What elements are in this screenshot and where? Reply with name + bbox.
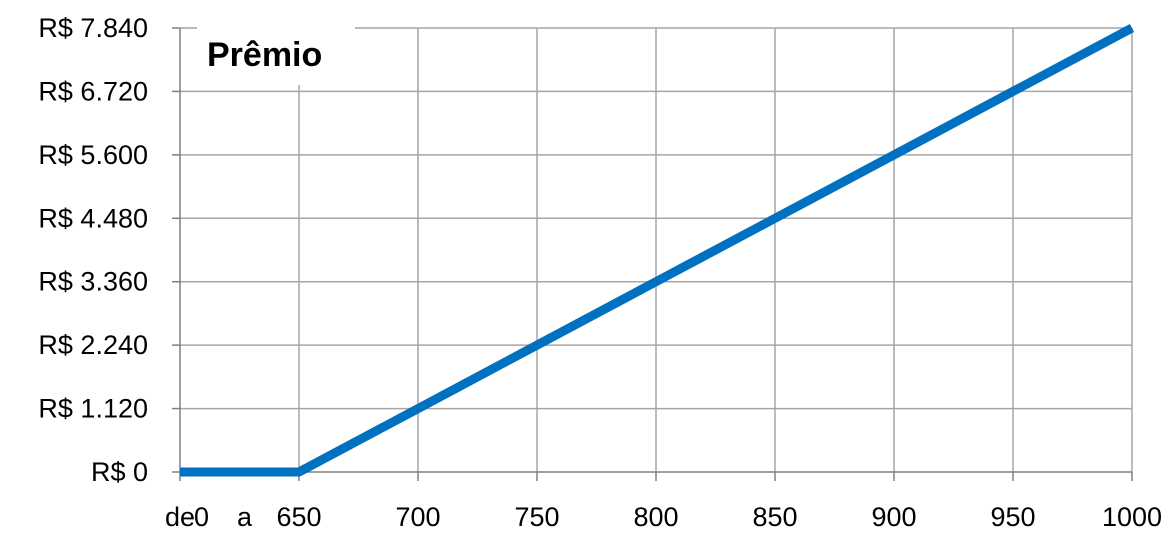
x-tick-label: 900 — [871, 502, 916, 532]
x-tick-label: a — [237, 502, 253, 532]
y-tick-label: R$ 5.600 — [38, 140, 148, 170]
x-tick-label: 950 — [990, 502, 1035, 532]
x-tick-labels: de0 a 650 700 750 800 850 900 950 1000 — [165, 502, 1162, 532]
y-tick-label: R$ 4.480 — [38, 203, 148, 233]
x-tick-label: 0 — [194, 502, 209, 532]
x-tick-label: de — [165, 502, 195, 532]
series-line — [180, 24, 1135, 477]
y-tick-label: R$ 3.360 — [38, 267, 148, 297]
x-tick-label: 800 — [633, 502, 678, 532]
y-tick-label: R$ 7.840 — [38, 13, 148, 43]
x-tick-label: 1000 — [1102, 502, 1162, 532]
series-layer — [179, 24, 1135, 477]
y-tick-label: R$ 1.120 — [38, 394, 148, 424]
gridlines — [180, 27, 1133, 472]
x-tick-label: 650 — [276, 502, 321, 532]
x-tick-label: 700 — [395, 502, 440, 532]
axes — [172, 27, 1133, 481]
x-tick-label: 850 — [752, 502, 797, 532]
y-tick-label: R$ 6.720 — [38, 76, 148, 106]
chart-title: Prêmio — [207, 36, 322, 74]
y-tick-label: R$ 0 — [91, 457, 148, 487]
y-tick-labels: R$ 0 R$ 1.120 R$ 2.240 R$ 3.360 R$ 4.480 R$ 5… — [38, 13, 148, 487]
chart-title-background — [197, 15, 355, 85]
x-tick-label: 750 — [514, 502, 559, 532]
y-tick-label: R$ 2.240 — [38, 330, 148, 360]
